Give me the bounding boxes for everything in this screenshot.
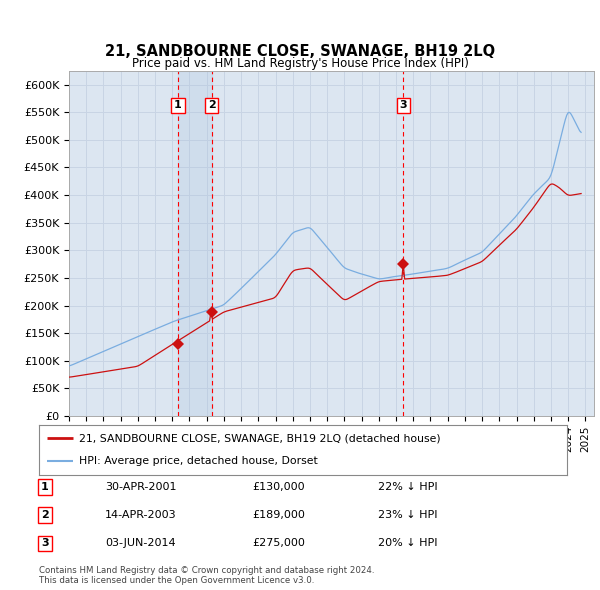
Text: 23% ↓ HPI: 23% ↓ HPI [378, 510, 437, 520]
Text: 2: 2 [41, 510, 49, 520]
Text: 14-APR-2003: 14-APR-2003 [105, 510, 176, 520]
Text: 3: 3 [41, 539, 49, 548]
Text: 22% ↓ HPI: 22% ↓ HPI [378, 482, 437, 491]
Text: 3: 3 [400, 100, 407, 110]
Text: 03-JUN-2014: 03-JUN-2014 [105, 539, 176, 548]
Text: Price paid vs. HM Land Registry's House Price Index (HPI): Price paid vs. HM Land Registry's House … [131, 57, 469, 70]
Text: £275,000: £275,000 [252, 539, 305, 548]
Text: 21, SANDBOURNE CLOSE, SWANAGE, BH19 2LQ: 21, SANDBOURNE CLOSE, SWANAGE, BH19 2LQ [105, 44, 495, 59]
Text: 2: 2 [208, 100, 215, 110]
Text: 1: 1 [41, 482, 49, 491]
Text: 1: 1 [174, 100, 182, 110]
Text: £189,000: £189,000 [252, 510, 305, 520]
Text: Contains HM Land Registry data © Crown copyright and database right 2024.
This d: Contains HM Land Registry data © Crown c… [39, 566, 374, 585]
Text: HPI: Average price, detached house, Dorset: HPI: Average price, detached house, Dors… [79, 457, 317, 467]
Text: 20% ↓ HPI: 20% ↓ HPI [378, 539, 437, 548]
Text: 21, SANDBOURNE CLOSE, SWANAGE, BH19 2LQ (detached house): 21, SANDBOURNE CLOSE, SWANAGE, BH19 2LQ … [79, 433, 440, 443]
Text: 30-APR-2001: 30-APR-2001 [105, 482, 176, 491]
Text: £130,000: £130,000 [252, 482, 305, 491]
Bar [178, 71, 212, 416]
